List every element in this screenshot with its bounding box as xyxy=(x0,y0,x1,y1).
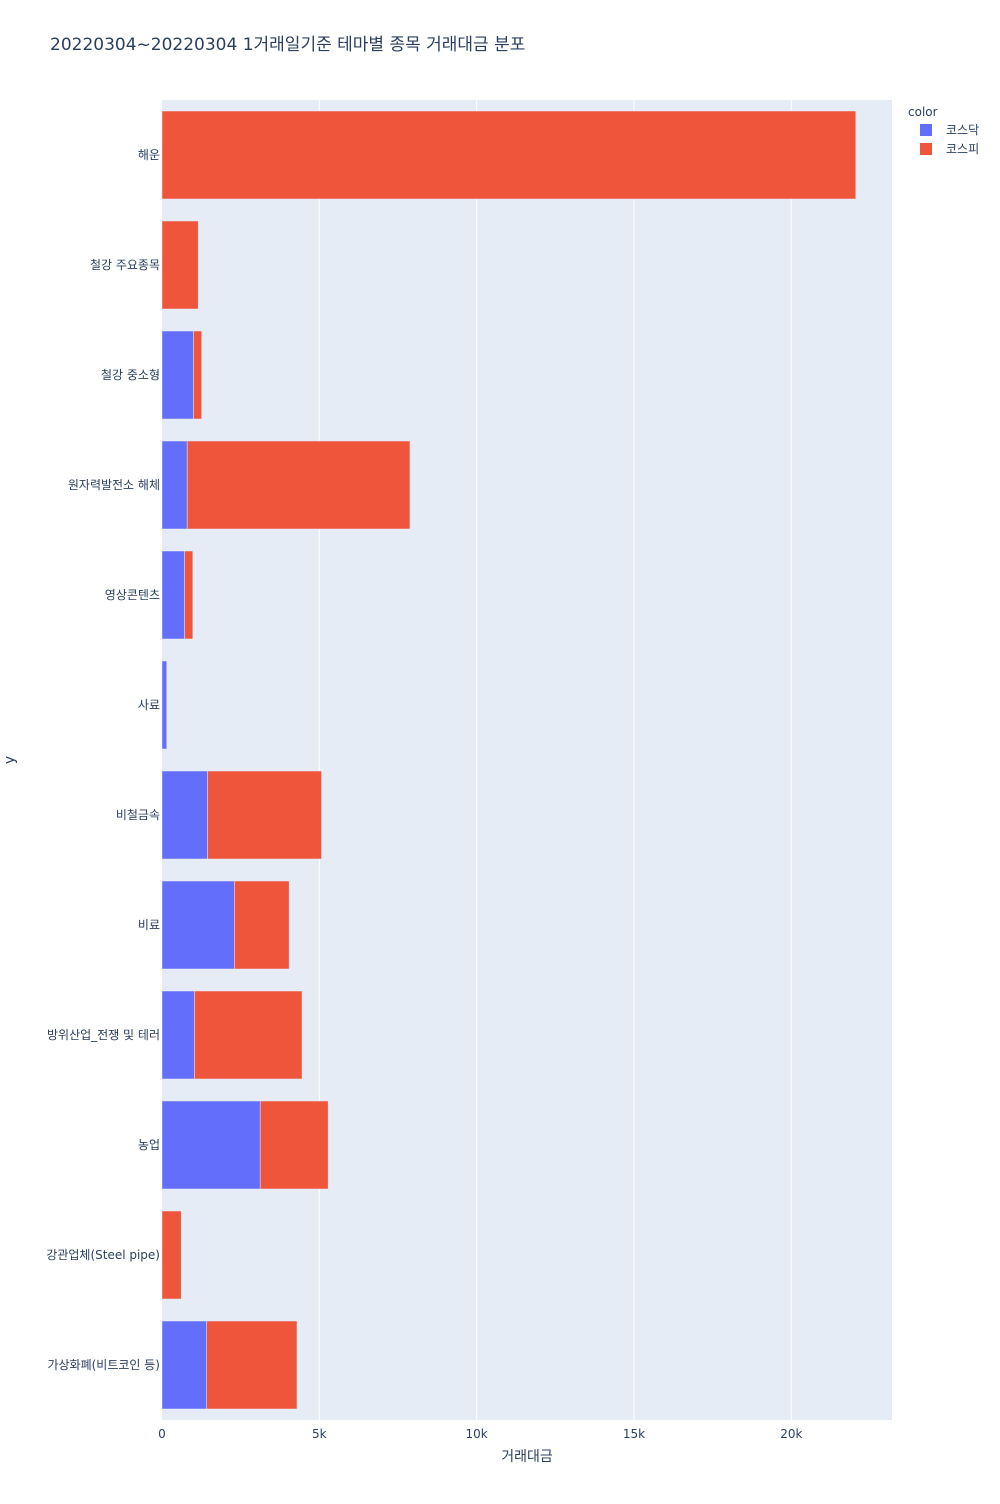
legend-item[interactable]: 코스피 xyxy=(920,142,979,156)
bar-kosdaq[interactable] xyxy=(161,550,185,640)
x-tick-label: 5k xyxy=(312,1427,327,1441)
bar-kospi[interactable] xyxy=(206,1320,298,1410)
y-tick-label: 농업 xyxy=(138,1138,160,1152)
bar-kospi[interactable] xyxy=(207,770,322,860)
legend-swatch xyxy=(920,143,932,155)
gridlines xyxy=(318,100,792,1420)
y-tick-label: 가상화폐(비트코인 등) xyxy=(47,1358,160,1372)
chart-title: 20220304~20220304 1거래일기준 테마별 종목 거래대금 분포 xyxy=(50,35,525,55)
bar-kosdaq[interactable] xyxy=(161,440,188,530)
x-tick-labels: 0 5k 10k 15k 20k xyxy=(158,1427,802,1441)
y-tick-label: 영상콘텐츠 xyxy=(105,588,160,602)
bar-kosdaq[interactable] xyxy=(161,880,235,970)
bar-kospi[interactable] xyxy=(161,110,857,200)
bar-kospi[interactable] xyxy=(161,1210,182,1300)
x-tick-label: 0 xyxy=(158,1427,166,1441)
y-tick-label: 해운 xyxy=(138,148,160,162)
y-tick-label: 철강 주요종목 xyxy=(90,258,160,272)
bar-kosdaq[interactable] xyxy=(161,770,208,860)
y-tick-label: 사료 xyxy=(138,698,160,712)
bar-kosdaq[interactable] xyxy=(161,990,195,1080)
y-tick-label: 비료 xyxy=(138,918,160,932)
x-axis-label: 거래대금 xyxy=(501,1449,553,1465)
bar-kosdaq[interactable] xyxy=(161,1100,261,1190)
bar-kospi[interactable] xyxy=(234,880,290,970)
bar-kosdaq[interactable] xyxy=(161,1320,207,1410)
y-tick-label: 방위산업_전쟁 및 테러 xyxy=(47,1028,160,1042)
bar-kospi[interactable] xyxy=(186,440,411,530)
bar-kosdaq[interactable] xyxy=(161,330,194,420)
bar-kospi[interactable] xyxy=(161,220,199,310)
x-tick-label: 20k xyxy=(780,1427,802,1441)
bar-kosdaq[interactable] xyxy=(161,660,167,750)
y-axis-label: y xyxy=(2,756,18,764)
x-tick-label: 15k xyxy=(623,1427,645,1441)
y-tick-label: 원자력발전소 해체 xyxy=(68,478,160,492)
bars xyxy=(161,110,857,1410)
y-tick-label: 비철금속 xyxy=(116,808,160,822)
plot-background xyxy=(162,100,892,1420)
y-tick-label: 철강 중소형 xyxy=(101,368,160,382)
bar-kospi[interactable] xyxy=(259,1100,329,1190)
legend-label: 코스피 xyxy=(946,142,979,156)
x-tick-label: 10k xyxy=(466,1427,488,1441)
bar-kospi[interactable] xyxy=(184,550,194,640)
legend-title: color xyxy=(908,105,938,119)
y-tick-label: 강관업체(Steel pipe) xyxy=(46,1248,160,1262)
legend-swatch xyxy=(920,124,932,136)
legend-item[interactable]: 코스닥 xyxy=(920,123,979,137)
legend-label: 코스닥 xyxy=(946,123,979,137)
bar-kospi[interactable] xyxy=(193,330,202,420)
bar-kospi[interactable] xyxy=(194,990,303,1080)
